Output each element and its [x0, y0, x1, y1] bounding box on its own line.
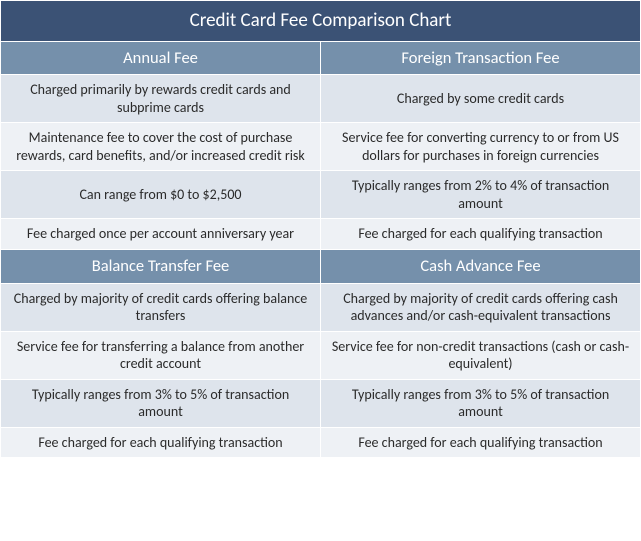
cell-left: Fee charged once per account anniversary… [1, 219, 321, 250]
cell-right: Typically ranges from 2% to 4% of transa… [321, 171, 641, 219]
table-row: Maintenance fee to cover the cost of pur… [1, 123, 641, 171]
col-header-left: Balance Transfer Fee [1, 249, 321, 283]
cell-right: Fee charged for each qualifying transact… [321, 427, 641, 458]
cell-left: Typically ranges from 3% to 5% of transa… [1, 379, 321, 427]
cell-right: Service fee for converting currency to o… [321, 123, 641, 171]
cell-left: Fee charged for each qualifying transact… [1, 427, 321, 458]
cell-right: Fee charged for each qualifying transact… [321, 219, 641, 250]
table-row: Charged primarily by rewards credit card… [1, 75, 641, 123]
cell-left: Charged by majority of credit cards offe… [1, 283, 321, 331]
chart-title: Credit Card Fee Comparison Chart [1, 1, 641, 42]
cell-left: Maintenance fee to cover the cost of pur… [1, 123, 321, 171]
table-row: Typically ranges from 3% to 5% of transa… [1, 379, 641, 427]
section-header-row: Annual Fee Foreign Transaction Fee [1, 41, 641, 75]
cell-right: Charged by some credit cards [321, 75, 641, 123]
cell-right: Charged by majority of credit cards offe… [321, 283, 641, 331]
table-row: Fee charged once per account anniversary… [1, 219, 641, 250]
cell-right: Service fee for non-credit transactions … [321, 331, 641, 379]
col-header-right: Foreign Transaction Fee [321, 41, 641, 75]
table-row: Service fee for transferring a balance f… [1, 331, 641, 379]
cell-right: Typically ranges from 3% to 5% of transa… [321, 379, 641, 427]
cell-left: Can range from $0 to $2,500 [1, 171, 321, 219]
table-row: Fee charged for each qualifying transact… [1, 427, 641, 458]
cell-left: Charged primarily by rewards credit card… [1, 75, 321, 123]
section-header-row: Balance Transfer Fee Cash Advance Fee [1, 249, 641, 283]
fee-comparison-table: Credit Card Fee Comparison Chart Annual … [0, 0, 641, 458]
col-header-right: Cash Advance Fee [321, 249, 641, 283]
cell-left: Service fee for transferring a balance f… [1, 331, 321, 379]
col-header-left: Annual Fee [1, 41, 321, 75]
table-row: Can range from $0 to $2,500 Typically ra… [1, 171, 641, 219]
title-row: Credit Card Fee Comparison Chart [1, 1, 641, 42]
table-row: Charged by majority of credit cards offe… [1, 283, 641, 331]
